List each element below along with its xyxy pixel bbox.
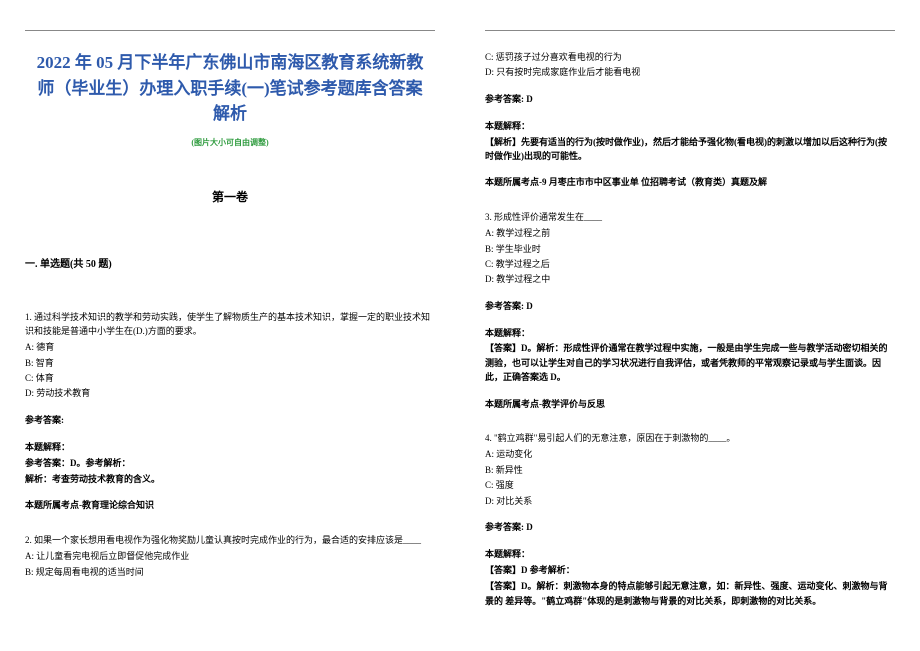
question-2-part1: 2. 如果一个家长想用看电视作为强化物奖励儿童认真按时完成作业的行为，最合适的安… (25, 533, 435, 579)
q4-option-a: A: 运动变化 (485, 447, 895, 461)
q2-explain-label: 本题解释： (485, 119, 895, 133)
q1-option-c: C: 体育 (25, 371, 435, 385)
q3-option-d: D: 教学过程之中 (485, 272, 895, 286)
q2-answer: 参考答案: D (485, 92, 895, 106)
q4-explain-1: 【答案】D 参考解析： (485, 563, 895, 577)
q3-text: 3. 形成性评价通常发生在____ (485, 210, 895, 224)
question-4: 4. "鹤立鸡群"易引起人们的无意注意，原因在于刺激物的____。 A: 运动变… (485, 431, 895, 608)
q1-option-d: D: 劳动技术教育 (25, 386, 435, 400)
q4-explain-body: 【答案】D。解析：刺激物本身的特点能够引起无意注意，如：新异性、强度、运动变化、… (485, 579, 895, 608)
q3-option-a: A: 教学过程之前 (485, 226, 895, 240)
page-container: 2022 年 05 月下半年广东佛山市南海区教育系统新教 师（毕业生）办理入职手… (0, 0, 920, 651)
q2-option-a: A: 让儿童看完电视后立即督促他完成作业 (25, 549, 435, 563)
question-3: 3. 形成性评价通常发生在____ A: 教学过程之前 B: 学生毕业时 C: … (485, 210, 895, 411)
section-1-header: 第一卷 (25, 188, 435, 205)
q1-explain-1: 参考答案：D。参考解析： (25, 456, 435, 470)
q4-explain-label: 本题解释： (485, 547, 895, 561)
top-rule-right (485, 30, 895, 31)
q4-answer: 参考答案: D (485, 520, 895, 534)
left-column: 2022 年 05 月下半年广东佛山市南海区教育系统新教 师（毕业生）办理入职手… (0, 0, 460, 651)
q1-topic: 本题所属考点-教育理论综合知识 (25, 498, 435, 512)
q2-topic: 本题所属考点-9 月枣庄市市中区事业单 位招聘考试（教育类）真题及解 (485, 175, 895, 189)
question-2-part2: C: 惩罚孩子过分喜欢看电视的行为 D: 只有按时完成家庭作业后才能看电视 参考… (485, 50, 895, 190)
question-1: 1. 通过科学技术知识的教学和劳动实践，使学生了解物质生产的基本技术知识，掌握一… (25, 310, 435, 513)
q1-answer-label: 参考答案: (25, 413, 435, 427)
subtitle: (图片大小可自由调整) (25, 137, 435, 148)
q2-option-b: B: 规定每周看电视的适当时间 (25, 565, 435, 579)
part-header: 一. 单选题(共 50 题) (25, 255, 435, 270)
q3-option-c: C: 教学过程之后 (485, 257, 895, 271)
q3-option-b: B: 学生毕业时 (485, 242, 895, 256)
title-line-3: 解析 (25, 101, 435, 127)
right-column: C: 惩罚孩子过分喜欢看电视的行为 D: 只有按时完成家庭作业后才能看电视 参考… (460, 0, 920, 651)
top-rule-left (25, 30, 435, 31)
q4-text: 4. "鹤立鸡群"易引起人们的无意注意，原因在于刺激物的____。 (485, 431, 895, 445)
q2-explain-body: 【解析】先要有适当的行为(按时做作业)，然后才能给予强化物(看电视)的刺激以增加… (485, 135, 895, 164)
q3-explain-label: 本题解释： (485, 326, 895, 340)
q3-topic: 本题所属考点-教学评价与反思 (485, 397, 895, 411)
q1-text: 1. 通过科学技术知识的教学和劳动实践，使学生了解物质生产的基本技术知识，掌握一… (25, 310, 435, 339)
title-line-1: 2022 年 05 月下半年广东佛山市南海区教育系统新教 (25, 50, 435, 76)
q3-explain-body: 【答案】D。解析：形成性评价通常在教学过程中实施，一般是由学生完成一些与教学活动… (485, 341, 895, 384)
q3-answer: 参考答案: D (485, 299, 895, 313)
q2-text: 2. 如果一个家长想用看电视作为强化物奖励儿童认真按时完成作业的行为，最合适的安… (25, 533, 435, 547)
q2-option-c: C: 惩罚孩子过分喜欢看电视的行为 (485, 50, 895, 64)
q1-explain-label: 本题解释： (25, 440, 435, 454)
q2-option-d: D: 只有按时完成家庭作业后才能看电视 (485, 65, 895, 79)
q4-option-c: C: 强度 (485, 478, 895, 492)
q1-explain-2: 解析：考查劳动技术教育的含义。 (25, 472, 435, 486)
q4-option-d: D: 对比关系 (485, 494, 895, 508)
document-title: 2022 年 05 月下半年广东佛山市南海区教育系统新教 师（毕业生）办理入职手… (25, 50, 435, 127)
title-line-2: 师（毕业生）办理入职手续(一)笔试参考题库含答案 (25, 76, 435, 102)
q1-option-b: B: 智育 (25, 356, 435, 370)
q4-option-b: B: 新异性 (485, 463, 895, 477)
q1-option-a: A: 德育 (25, 340, 435, 354)
